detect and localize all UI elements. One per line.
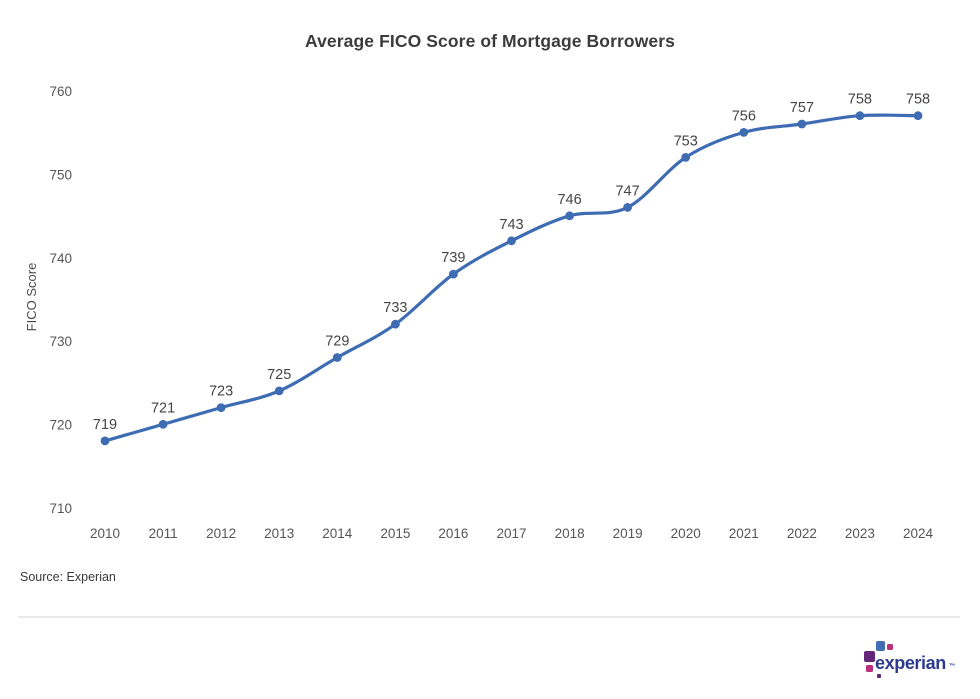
x-tick-label: 2020 — [671, 526, 701, 541]
data-point — [274, 386, 284, 396]
chart-title: Average FICO Score of Mortgage Borrowers — [305, 31, 675, 51]
y-tick-label: 740 — [49, 251, 72, 266]
data-label: 733 — [383, 300, 407, 316]
data-point — [797, 119, 807, 129]
data-label: 739 — [441, 250, 465, 266]
data-point — [855, 111, 865, 121]
x-tick-label: 2014 — [322, 526, 353, 541]
data-label: 719 — [93, 417, 117, 433]
y-axis-ticks: 710 720 730 740 750 760 — [49, 84, 72, 516]
data-labels: 719 721 723 725 729 733 739 743 746 747 753 756 757 7… — [93, 92, 930, 433]
data-label: 747 — [615, 183, 639, 199]
data-label: 725 — [267, 367, 291, 383]
trademark-symbol: ™ — [949, 663, 956, 670]
x-tick-label: 2013 — [264, 526, 294, 541]
data-point — [913, 111, 923, 121]
data-label: 729 — [325, 334, 349, 350]
footer-divider — [18, 616, 960, 618]
data-label: 758 — [906, 92, 930, 108]
data-label: 753 — [674, 133, 698, 149]
x-tick-label: 2016 — [438, 526, 468, 541]
data-point — [391, 319, 400, 329]
x-tick-label: 2011 — [149, 526, 178, 541]
x-tick-label: 2015 — [380, 526, 410, 541]
data-point — [332, 353, 342, 362]
x-tick-label: 2021 — [729, 526, 759, 541]
x-tick-label: 2023 — [845, 526, 875, 541]
data-point — [449, 269, 458, 279]
data-point — [681, 153, 691, 162]
data-label: 756 — [732, 108, 756, 124]
logo-square-magenta-small-icon — [866, 665, 873, 672]
data-point — [507, 236, 516, 246]
data-label: 723 — [209, 384, 233, 400]
data-point — [623, 203, 632, 212]
logo-square-magenta-icon — [887, 644, 893, 650]
x-tick-label: 2010 — [90, 526, 120, 541]
x-tick-label: 2019 — [613, 526, 643, 541]
x-tick-label: 2017 — [496, 526, 526, 541]
y-tick-label: 710 — [49, 501, 72, 516]
logo-square-dot-icon — [877, 674, 881, 678]
x-tick-label: 2012 — [206, 526, 236, 541]
logo-square-blue-icon — [876, 641, 885, 651]
experian-wordmark: experian — [875, 653, 946, 673]
x-tick-label: 2024 — [903, 526, 934, 541]
data-point — [158, 419, 168, 429]
y-tick-label: 730 — [49, 334, 72, 349]
data-points — [100, 111, 923, 446]
x-tick-label: 2022 — [787, 526, 817, 541]
y-tick-label: 760 — [49, 84, 72, 99]
data-label: 743 — [499, 217, 523, 233]
y-axis-title: FICO Score — [24, 263, 39, 332]
x-axis-ticks: 2010 2011 2012 2013 2014 2015 2016 2017 2018 2019… — [90, 526, 934, 541]
logo-square-purple-icon — [864, 651, 875, 662]
x-tick-label: 2018 — [555, 526, 585, 541]
y-tick-label: 750 — [49, 167, 72, 182]
data-label: 721 — [151, 400, 175, 416]
data-label: 746 — [557, 192, 581, 208]
data-point — [216, 403, 226, 412]
data-point — [565, 211, 574, 221]
fico-score-line-chart: 710 720 730 740 750 760 FICO Score 2010 2011 2012… — [24, 84, 934, 541]
data-label: 757 — [790, 100, 814, 116]
data-label: 758 — [848, 92, 872, 108]
source-note: Source: Experian — [20, 570, 116, 584]
data-point — [100, 436, 110, 446]
experian-logo: experian ™ — [860, 638, 970, 688]
data-point — [739, 127, 749, 137]
y-tick-label: 720 — [49, 418, 72, 433]
